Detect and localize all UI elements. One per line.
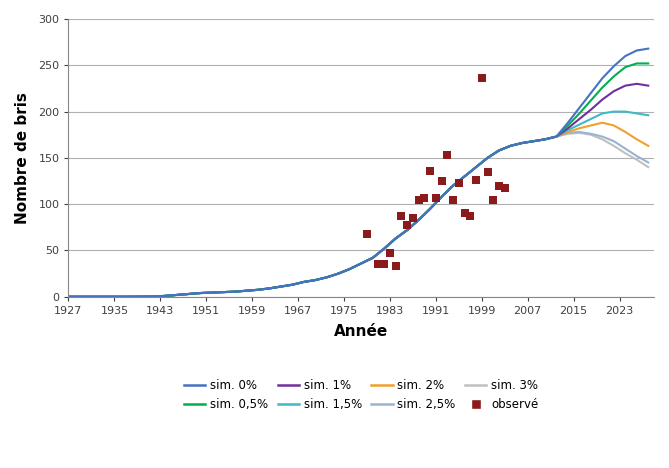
Point: [494, 182, 504, 190]
Legend: sim. 0%, sim. 0,5%, sim. 1%, sim. 1,5%, sim. 2%, sim. 2,5%, sim. 3%, observé: sim. 0%, sim. 0,5%, sim. 1%, sim. 1,5%, …: [179, 374, 543, 416]
Point: [385, 249, 395, 257]
Point: [459, 210, 470, 217]
Point: [442, 151, 453, 159]
Y-axis label: Nombre de bris: Nombre de bris: [15, 92, 30, 224]
Point: [419, 194, 429, 201]
Point: [476, 74, 487, 82]
Point: [465, 212, 476, 220]
Point: [390, 263, 401, 270]
Point: [499, 185, 510, 192]
Point: [425, 167, 436, 175]
Point: [396, 212, 407, 220]
Point: [362, 230, 373, 238]
X-axis label: Année: Année: [334, 324, 389, 339]
Point: [471, 176, 482, 184]
Point: [373, 261, 384, 268]
Point: [431, 194, 442, 201]
Point: [488, 196, 498, 203]
Point: [436, 177, 447, 185]
Point: [454, 179, 464, 187]
Point: [379, 261, 389, 268]
Point: [448, 196, 458, 203]
Point: [482, 168, 493, 176]
Point: [407, 214, 418, 222]
Point: [402, 222, 413, 229]
Point: [413, 196, 424, 203]
